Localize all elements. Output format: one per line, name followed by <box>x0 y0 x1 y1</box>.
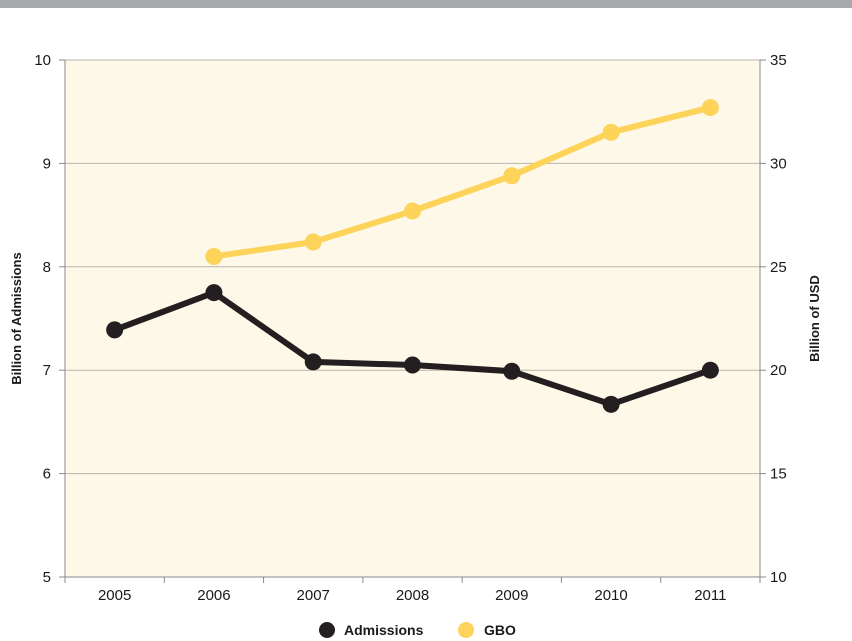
x-tick-label: 2007 <box>297 587 330 604</box>
right-tick-label: 10 <box>770 569 787 586</box>
legend: Admissions GBO <box>319 622 516 638</box>
right-tick-label: 25 <box>770 259 787 276</box>
left-axis-title: Billion of Admissions <box>9 252 24 384</box>
left-tick-label: 9 <box>43 155 51 172</box>
data-point-gbo <box>602 123 620 141</box>
right-tick-label: 30 <box>770 155 787 172</box>
data-point-gbo <box>701 99 719 117</box>
right-tick-label: 15 <box>770 466 787 483</box>
data-point-gbo <box>503 167 521 185</box>
data-point-admissions <box>503 362 521 380</box>
data-point-gbo <box>205 247 223 265</box>
data-point-admissions <box>205 284 223 302</box>
series-line-gbo <box>210 104 714 260</box>
x-tick-label: 2005 <box>98 587 131 604</box>
left-tick-label: 8 <box>43 259 51 276</box>
x-tick-label: 2009 <box>495 587 528 604</box>
series-layer <box>106 99 719 413</box>
legend-label-gbo: GBO <box>484 622 516 638</box>
top-rule <box>0 0 852 8</box>
legend-label-admissions: Admissions <box>344 622 424 638</box>
x-tick-label: 2010 <box>594 587 627 604</box>
left-tick-label: 7 <box>43 362 51 379</box>
right-tick-label: 20 <box>770 362 787 379</box>
axes <box>64 60 761 578</box>
right-axis-title: Billion of USD <box>807 275 822 362</box>
data-point-admissions <box>304 353 322 371</box>
data-point-gbo <box>304 233 322 251</box>
right-axis-ticks: 10 15 20 25 30 35 <box>760 52 787 586</box>
data-point-admissions <box>106 321 124 339</box>
left-tick-label: 5 <box>43 569 51 586</box>
left-tick-label: 10 <box>34 52 51 69</box>
x-axis-ticks: 2005 2006 2007 2008 2009 2010 2011 <box>64 577 761 604</box>
data-point-admissions <box>701 361 719 379</box>
legend-marker-gbo <box>458 622 474 638</box>
left-tick-label: 6 <box>43 466 51 483</box>
x-tick-label: 2011 <box>694 587 726 604</box>
left-axis-ticks: 5 6 7 8 9 10 <box>34 52 65 586</box>
data-point-admissions <box>404 356 421 374</box>
data-point-admissions <box>602 395 620 413</box>
x-tick-label: 2008 <box>396 587 429 604</box>
data-point-gbo <box>404 202 421 220</box>
plot-area <box>65 60 760 577</box>
right-tick-label: 35 <box>770 52 787 69</box>
legend-marker-admissions <box>319 622 335 638</box>
x-tick-label: 2006 <box>197 587 230 604</box>
